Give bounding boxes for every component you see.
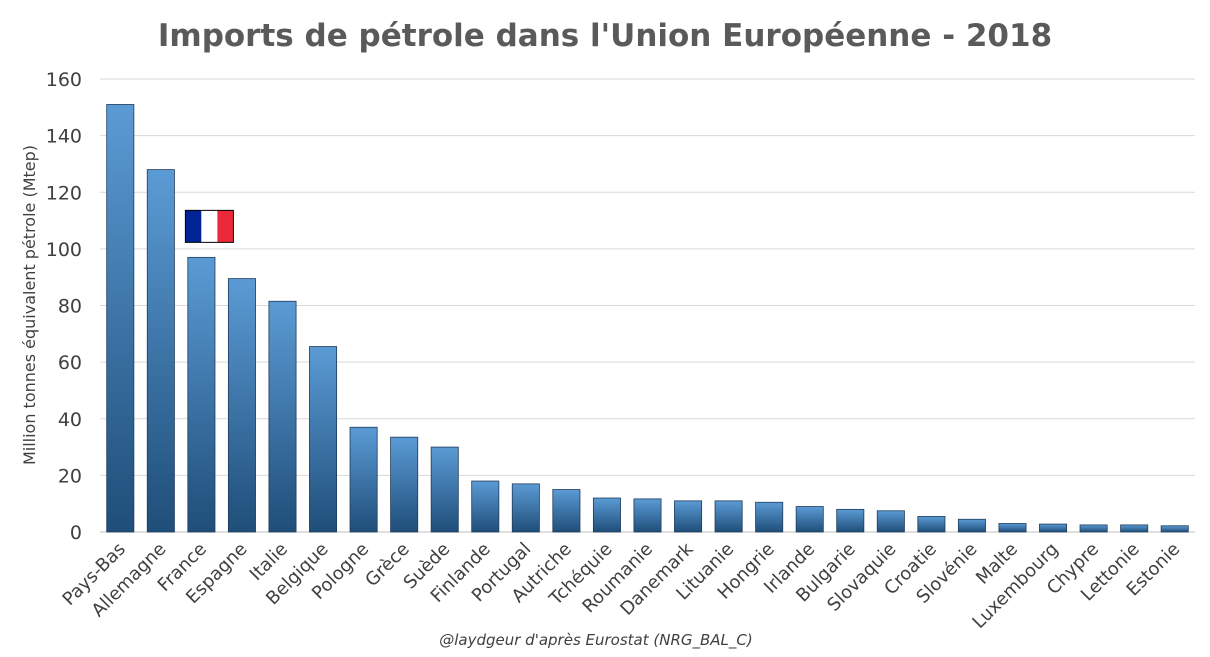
- source-credit: @laydgeur d'après Eurostat (NRG_BAL_C): [439, 631, 753, 650]
- bar: [146, 169, 175, 533]
- bar: [1039, 523, 1068, 533]
- bar: [714, 500, 743, 533]
- y-tick-label: 140: [46, 126, 82, 148]
- y-tick-label: 100: [46, 239, 82, 261]
- bars: [106, 104, 1189, 533]
- bar: [674, 500, 703, 533]
- y-axis-ticks: 0 20 40 60 80 100 120 140 160: [46, 69, 82, 544]
- y-tick-label: 40: [58, 409, 82, 431]
- y-axis-label: Million tonnes équivalent pétrole (Mtep): [20, 145, 39, 465]
- bar: [998, 523, 1027, 533]
- bar: [1079, 524, 1108, 533]
- bar: [1160, 525, 1189, 533]
- bar: [511, 483, 540, 533]
- y-tick-label: 160: [46, 69, 82, 91]
- bar: [957, 518, 986, 533]
- bar: [268, 300, 297, 533]
- y-tick-label: 0: [70, 522, 82, 544]
- bar: [349, 426, 378, 533]
- bar: [106, 104, 135, 533]
- flag-stripe: [217, 210, 234, 243]
- flag-border: [184, 209, 234, 243]
- y-tick-label: 120: [46, 182, 82, 204]
- bar: [592, 497, 621, 533]
- bar: [309, 346, 338, 533]
- y-tick-label: 60: [58, 352, 82, 374]
- annotations: [184, 209, 234, 243]
- bar: [471, 480, 500, 533]
- bar: [1120, 524, 1149, 533]
- france-flag-icon: [184, 209, 234, 243]
- bar: [633, 498, 662, 533]
- flag-stripe: [201, 210, 218, 243]
- bar: [917, 516, 946, 533]
- flag-stripe: [185, 210, 202, 243]
- bar: [795, 506, 824, 533]
- y-tick-label: 80: [58, 296, 82, 318]
- x-axis-ticks: Pays-BasAllemagneFranceEspagneItalieBelg…: [59, 538, 1185, 633]
- bar: [430, 446, 459, 533]
- y-tick-label: 20: [58, 465, 82, 487]
- bar: [552, 489, 581, 533]
- chart-title: Imports de pétrole dans l'Union Européen…: [158, 18, 1052, 54]
- bar: [755, 501, 784, 533]
- bar: [390, 436, 419, 533]
- gridlines: [100, 78, 1195, 533]
- bar: [227, 278, 256, 533]
- bar: [187, 256, 216, 533]
- bar: [876, 510, 905, 533]
- bar: [836, 508, 865, 533]
